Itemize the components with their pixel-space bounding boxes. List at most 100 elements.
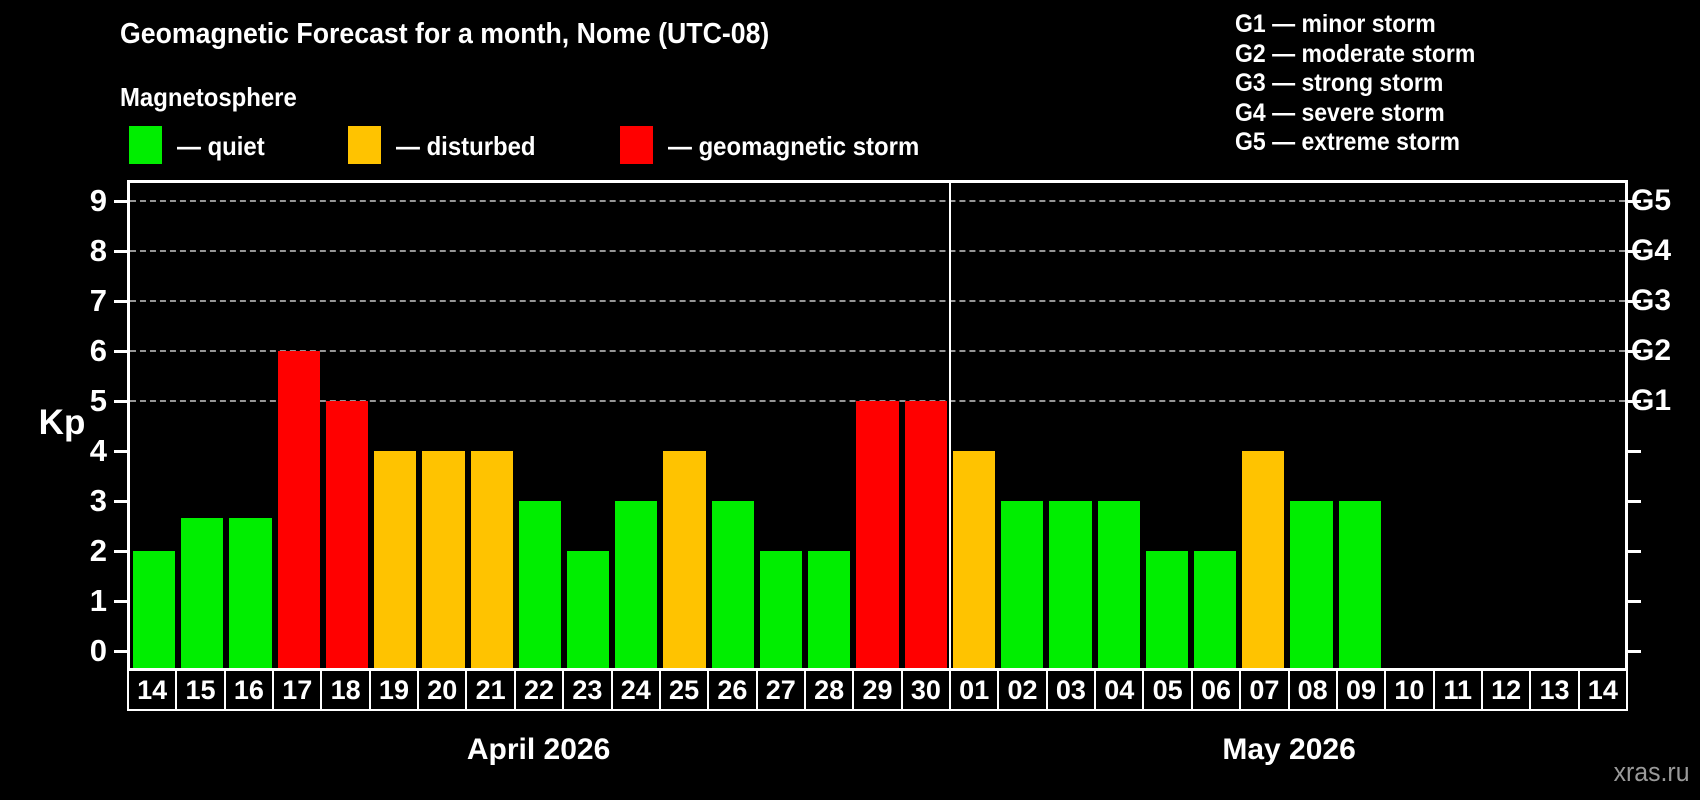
day-label-27: 27 [757,671,804,709]
watermark: xras.ru [1614,757,1690,787]
kp-bar-day-04 [1097,501,1140,668]
kp-bar-day-06 [1193,551,1237,668]
kp-bar-day-17 [277,351,320,668]
day-axis: 14 15 16 17 18 19 20 21 22 23 24 25 26 27 28 29 30 01 02 03… [127,669,1628,711]
g-level-label-G5: G5 [1631,184,1672,217]
day-label-26: 26 [709,671,756,709]
day-label-15: 15 [177,671,224,709]
kp-bar-day-22 [518,501,562,668]
y-tick-label-7: 7 [89,283,107,318]
kp-bar-day-03 [1049,501,1092,668]
day-label-02: 02 [999,671,1046,709]
y-tick-right-9 [1628,199,1641,203]
chart-title: Geomagnetic Forecast for a month, Nome (… [120,18,770,50]
y-tick-label-0: 0 [89,633,107,668]
day-label-19: 19 [370,671,418,709]
g-legend-line: G1 — minor storm [1235,10,1436,38]
day-label-18: 18 [322,671,369,709]
disturbed-legend-label: — disturbed [396,131,536,161]
kp-bar-day-05 [1145,551,1188,668]
quiet-legend-swatch [129,126,162,164]
kp-bar-day-14 [133,551,176,668]
y-tick-label-5: 5 [89,383,107,418]
g-level-label-G3: G3 [1631,284,1672,317]
magnetosphere-label: Magnetosphere [120,82,297,112]
g-legend-line: G5 — extreme storm [1235,128,1460,156]
month-separator-line [948,183,951,668]
y-tick-label-2: 2 [89,533,107,568]
y-tick-right-8 [1628,249,1641,253]
day-label-11: 11 [1434,671,1481,709]
y-tick-left-5 [114,399,127,403]
day-label-14: 14 [1579,671,1626,709]
gridline-kp9 [130,200,1625,202]
day-label-21: 21 [467,671,514,709]
day-label-04: 04 [1096,671,1143,709]
kp-bar-day-01 [952,451,996,668]
y-tick-right-0 [1628,649,1641,653]
kp-axis-title: Kp [38,403,86,442]
kp-bar-day-27 [759,551,803,668]
day-label-14: 14 [129,671,176,709]
day-label-13: 13 [1531,671,1578,709]
kp-bar-day-20 [422,451,465,668]
y-tick-right-1 [1628,599,1641,603]
day-label-12: 12 [1482,671,1530,709]
day-label-29: 29 [854,671,901,709]
gridline-kp7 [130,300,1625,302]
kp-bar-day-19 [374,451,417,668]
kp-bar-day-26 [711,501,754,668]
day-label-16: 16 [225,671,273,709]
g-legend-line: G3 — strong storm [1235,69,1444,97]
y-tick-label-8: 8 [89,233,107,268]
y-tick-left-6 [114,349,127,353]
y-tick-right-5 [1628,399,1641,403]
kp-bar-day-24 [615,501,658,668]
kp-bar-day-18 [325,401,369,668]
y-tick-left-9 [114,199,127,203]
day-label-05: 05 [1144,671,1191,709]
y-tick-left-3 [114,499,127,503]
y-tick-left-2 [114,549,127,553]
quiet-legend-label: — quiet [177,131,265,161]
kp-bar-day-09 [1338,501,1381,668]
g-scale-legend: G1 — minor storm G2 — moderate storm G3 — … [1235,10,1496,158]
gridline-kp8 [130,250,1625,252]
day-label-10: 10 [1386,671,1433,709]
kp-bar-day-29 [856,401,899,668]
g-level-label-G1: G1 [1631,384,1672,417]
kp-bar-day-28 [808,551,851,668]
y-tick-left-1 [114,599,127,603]
y-tick-right-2 [1628,549,1641,553]
day-label-20: 20 [419,671,466,709]
y-tick-right-6 [1628,349,1641,353]
y-tick-right-7 [1628,299,1641,303]
month-labels: April 2026 May 2026 [127,733,1628,773]
day-label-17: 17 [274,671,321,709]
storm-legend-label: — geomagnetic storm [668,131,920,161]
kp-bar-day-08 [1290,501,1333,668]
month-label: April 2026 [466,733,611,766]
month-label: May 2026 [1222,733,1356,766]
y-tick-left-4 [114,449,127,453]
y-tick-label-6: 6 [89,333,107,368]
plot-inner: 0 1 2 3 4 5 6 7 8 9 G1 G2 G3 G4 G5 [90,183,1671,668]
kp-bar-day-23 [567,551,610,668]
plot-area: 0 1 2 3 4 5 6 7 8 9 G1 G2 G3 G4 G5 [90,180,1671,671]
kp-bar-day-21 [470,451,513,668]
day-label-25: 25 [660,671,708,709]
day-label-09: 09 [1337,671,1385,709]
g-level-label-G4: G4 [1631,234,1672,267]
day-label-24: 24 [612,671,659,709]
kp-bar-day-16 [229,517,272,668]
day-label-22: 22 [515,671,563,709]
y-tick-left-0 [114,649,127,653]
y-tick-left-8 [114,249,127,253]
y-tick-label-9: 9 [89,183,107,218]
y-tick-right-3 [1628,499,1641,503]
storm-legend-swatch [620,126,653,164]
gridline-kp6 [130,350,1625,352]
day-label-23: 23 [564,671,611,709]
g-legend-line: G2 — moderate storm [1235,39,1476,68]
